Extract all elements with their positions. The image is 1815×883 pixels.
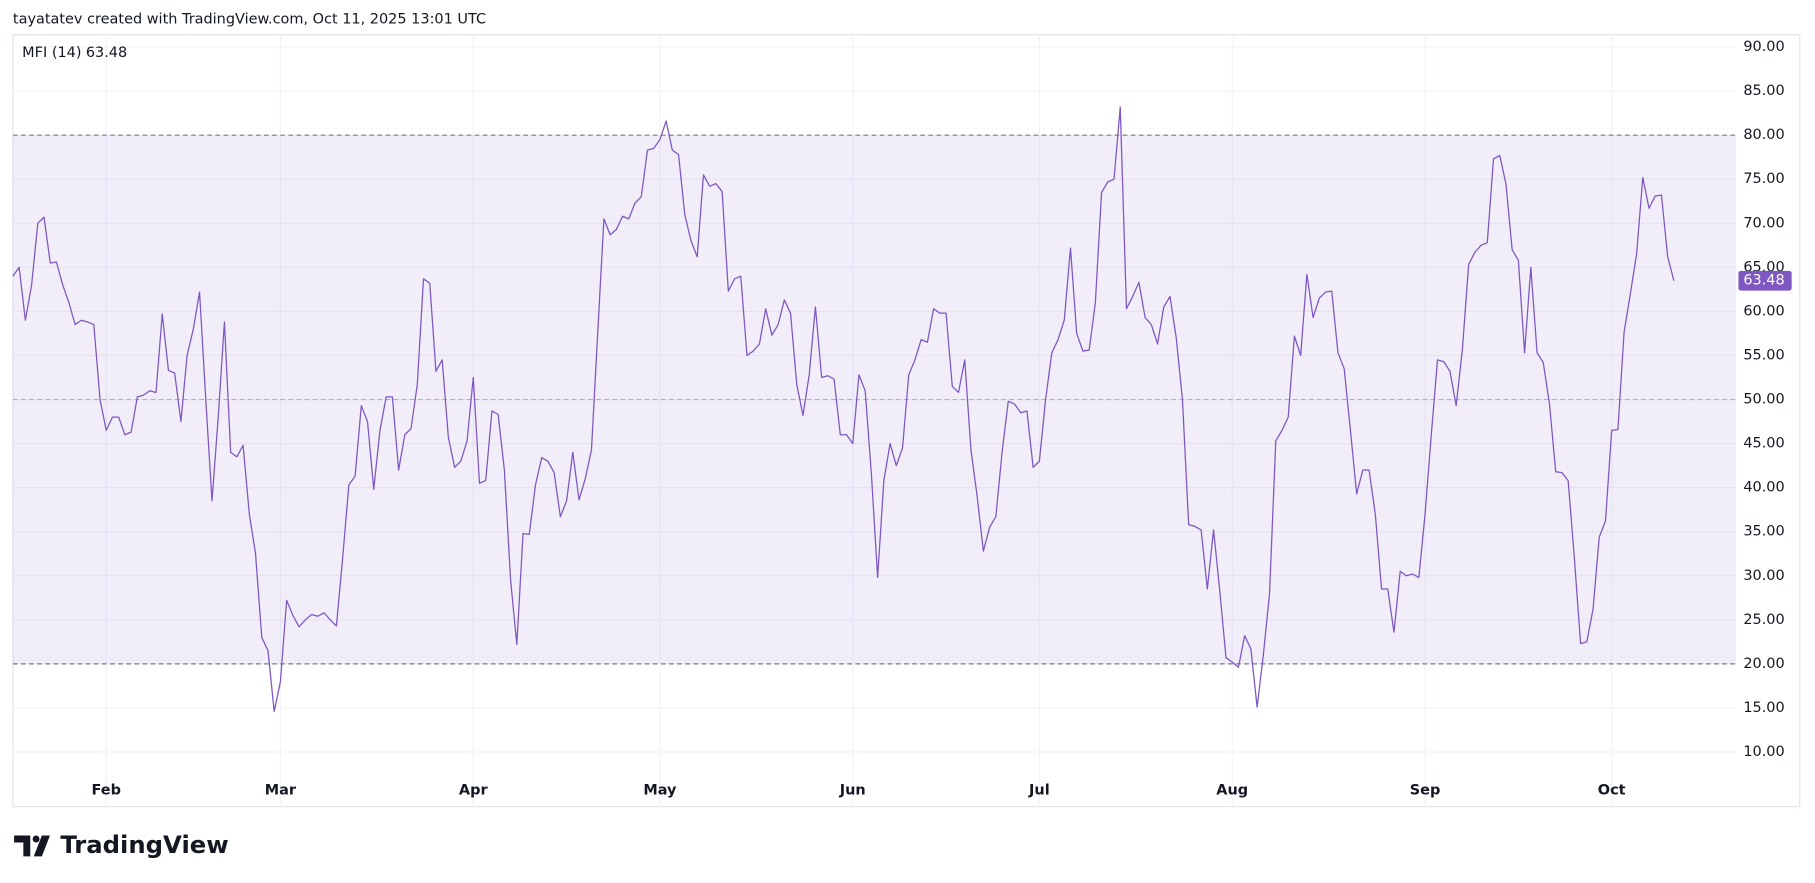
y-tick-label: 30.00 xyxy=(1743,568,1784,584)
logo: TradingView xyxy=(14,830,229,859)
mfi-line xyxy=(12,106,1675,713)
y-tick-label: 10.00 xyxy=(1743,744,1784,760)
y-tick-label: 70.00 xyxy=(1743,215,1784,231)
grid xyxy=(12,34,1737,807)
x-tick-label: Aug xyxy=(1216,782,1248,798)
y-tick-label: 20.00 xyxy=(1743,656,1784,672)
y-tick-label: 40.00 xyxy=(1743,480,1784,496)
logo-text: TradingView xyxy=(60,830,228,859)
y-tick-label: 75.00 xyxy=(1743,171,1784,187)
y-tick-label: 45.00 xyxy=(1743,436,1784,452)
last-value-badge xyxy=(1738,270,1792,291)
last-value-label: 63.48 xyxy=(1743,273,1784,289)
x-tick-label: Sep xyxy=(1410,782,1441,798)
y-tick-label: 15.00 xyxy=(1743,700,1784,716)
x-tick-label: Jul xyxy=(1028,782,1050,798)
y-tick-label: 80.00 xyxy=(1743,127,1784,143)
y-tick-label: 50.00 xyxy=(1743,392,1784,408)
x-tick-label: Oct xyxy=(1598,782,1626,798)
plot-frame xyxy=(12,34,1801,808)
x-tick-label: May xyxy=(643,782,677,798)
x-tick-label: Jun xyxy=(839,782,866,798)
y-tick-label: 85.00 xyxy=(1743,83,1784,99)
legend-name: MFI (14) xyxy=(22,45,81,61)
y-tick-label: 60.00 xyxy=(1743,303,1784,319)
y-tick-label: 55.00 xyxy=(1743,347,1784,363)
marks xyxy=(12,106,1675,713)
logo-icon xyxy=(14,835,50,857)
y-tick-label: 90.00 xyxy=(1743,39,1784,55)
x-tick-label: Feb xyxy=(92,782,121,798)
header-title: tayatatev created with TradingView.com, … xyxy=(13,12,486,28)
y-tick-label: 25.00 xyxy=(1743,612,1784,628)
logo-dot xyxy=(32,835,40,843)
legend-value: 63.48 xyxy=(86,45,127,61)
y-tick-label: 35.00 xyxy=(1743,524,1784,540)
x-tick-label: Mar xyxy=(265,782,297,798)
x-tick-label: Apr xyxy=(459,782,489,798)
